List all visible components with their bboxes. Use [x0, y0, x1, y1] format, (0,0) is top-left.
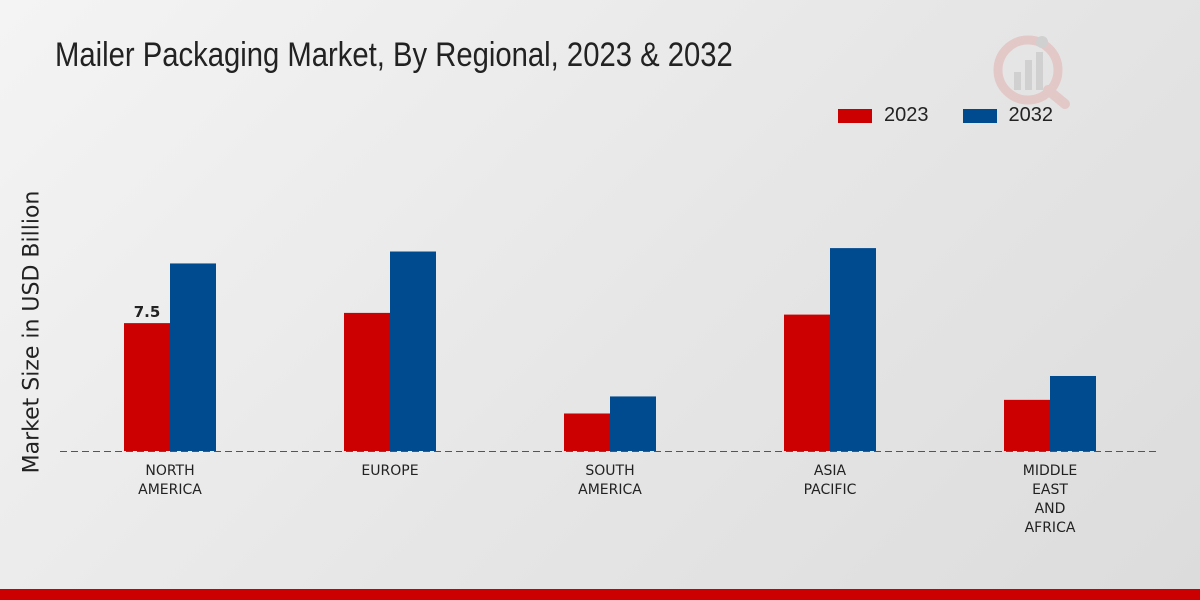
footer-bar — [0, 589, 1200, 600]
x-tick-label-4-2: AND — [1035, 501, 1066, 517]
x-tick-label-2-1: AMERICA — [578, 482, 642, 498]
chart-title: Mailer Packaging Market, By Regional, 20… — [55, 36, 733, 74]
bar-2023-0 — [124, 323, 170, 451]
x-tick-label-4-3: AFRICA — [1025, 520, 1076, 536]
x-tick-label-4-0: MIDDLE — [1023, 463, 1077, 479]
bar-2032-0 — [170, 263, 216, 451]
x-tick-label-1-0: EUROPE — [361, 463, 418, 479]
bar-2023-2 — [564, 413, 610, 451]
bar-2032-1 — [390, 251, 436, 451]
x-tick-label-0-0: NORTH — [145, 463, 194, 479]
legend-label-2023: 2023 — [884, 104, 929, 126]
bar-2023-4 — [1004, 399, 1050, 451]
bar-2032-3 — [830, 248, 876, 451]
brand-logo-icon — [993, 35, 1070, 109]
x-tick-label-3-0: ASIA — [814, 463, 847, 479]
legend-item-2023: 2023 — [838, 104, 929, 127]
data-label-0: 7.5 — [134, 303, 161, 321]
x-tick-label-0-1: AMERICA — [138, 482, 202, 498]
bar-2032-4 — [1050, 375, 1096, 451]
legend-label-2032: 2032 — [1008, 104, 1054, 126]
legend-swatch-2023 — [838, 108, 872, 123]
bar-2023-1 — [344, 312, 390, 451]
legend-item-2032: 2032 — [962, 104, 1054, 127]
bar-2023-3 — [784, 314, 830, 451]
x-tick-label-4-1: EAST — [1032, 482, 1068, 498]
x-tick-label-3-1: PACIFIC — [804, 482, 857, 498]
legend: 2023 2032 — [838, 104, 1087, 127]
legend-swatch-2032 — [962, 108, 997, 123]
x-tick-label-2-0: SOUTH — [585, 463, 634, 479]
bar-2032-2 — [610, 396, 656, 451]
